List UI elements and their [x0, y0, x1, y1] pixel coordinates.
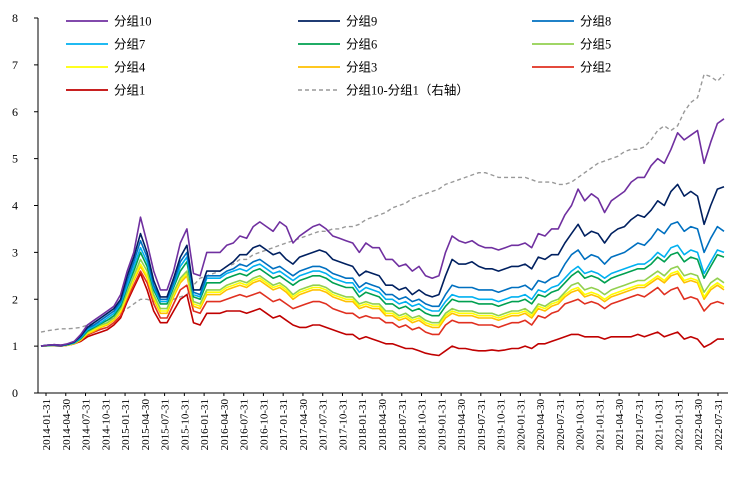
series-line-1 [40, 118, 725, 347]
x-tick-label: 2017-07-31 [318, 399, 330, 450]
y-tick-label: 6 [12, 105, 18, 119]
y-tick-label: 4 [12, 199, 18, 213]
series-line-10 [40, 272, 724, 357]
legend-label-3: 分组8 [580, 15, 611, 29]
x-tick-label: 2018-04-30 [377, 399, 389, 451]
legend-label-9: 分组2 [580, 61, 611, 75]
series-line-3 [40, 221, 725, 347]
x-tick-label: 2017-04-30 [298, 399, 310, 451]
x-tick-label: 2019-07-31 [476, 399, 488, 450]
legend-label-4: 分组7 [114, 38, 145, 52]
y-tick-label: 5 [12, 152, 18, 166]
x-tick-label: 2019-10-31 [496, 399, 508, 450]
y-tick-label: 7 [12, 58, 18, 72]
y-tick-label: 8 [12, 11, 18, 25]
series-line-6 [40, 258, 725, 347]
x-tick-label: 2018-10-31 [417, 399, 429, 450]
x-tick-label: 2018-01-31 [357, 399, 369, 450]
x-tick-label: 2014-10-31 [100, 399, 112, 450]
y-tick-label: 2 [12, 292, 18, 306]
x-tick-label: 2015-04-30 [140, 399, 152, 451]
x-tick-label: 2017-01-31 [278, 399, 290, 450]
x-tick-label: 2019-01-31 [436, 399, 448, 450]
legend-label-2: 分组9 [346, 15, 377, 29]
x-tick-label: 2021-10-31 [654, 399, 666, 450]
x-tick-label: 2015-07-31 [160, 399, 172, 450]
series-line-9 [40, 270, 725, 347]
x-tick-label: 2015-01-31 [120, 399, 132, 450]
legend-label-1: 分组10 [114, 15, 152, 29]
series-line-7 [40, 263, 725, 347]
legend-label-5: 分组6 [346, 38, 377, 52]
x-tick-label: 2016-04-30 [219, 399, 231, 451]
x-tick-label: 2020-01-31 [515, 399, 527, 450]
series-line-5 [40, 251, 725, 347]
legend-label-8: 分组3 [346, 61, 377, 75]
x-tick-label: 2020-10-31 [575, 399, 587, 450]
axis-layer: 0 1 2 3 4 5 6 7 8 2014-01-31 2014-04-30 2014-07-31 2… [12, 11, 728, 450]
y-tick-label: 3 [12, 245, 18, 259]
series-line-8 [40, 265, 725, 347]
x-tick-label: 2022-07-31 [713, 399, 725, 450]
legend-label-7: 分组4 [114, 61, 146, 75]
y-tick-label: 0 [12, 386, 18, 400]
x-tick-label: 2019-04-30 [456, 399, 468, 451]
x-tick-label: 2021-04-30 [614, 399, 626, 451]
x-tick-label: 2014-07-31 [81, 399, 93, 450]
legend-label-11: 分组10-分组1（右轴） [346, 83, 469, 98]
series-line-2 [40, 183, 725, 347]
x-tick-label: 2015-10-31 [179, 399, 191, 450]
x-tick-label: 2014-04-30 [61, 399, 73, 451]
x-tick-label: 2021-07-31 [634, 399, 646, 450]
x-tick-label: 2021-01-31 [594, 399, 606, 450]
series-line-4 [40, 244, 725, 347]
x-tick-label: 2020-04-30 [535, 399, 547, 451]
x-tick-label: 2022-04-30 [693, 399, 705, 451]
legend: 分组10 分组9 分组8 分组7 分组6 分组5 分组4 分组3 分组2 分组1 分组10-分组1（… [66, 15, 611, 98]
x-tick-label: 2014-01-31 [41, 399, 53, 450]
legend-label-10: 分组1 [114, 84, 145, 98]
y-tick-label: 1 [12, 339, 18, 353]
x-tick-label: 2022-01-31 [673, 399, 685, 450]
x-tick-label: 2018-07-31 [397, 399, 409, 450]
series-layer [40, 73, 725, 357]
x-tick-label: 2016-07-31 [239, 399, 251, 450]
x-tick-label: 2016-01-31 [199, 399, 211, 450]
x-tick-label: 2020-07-31 [555, 399, 567, 450]
x-tick-label: 2017-10-31 [337, 399, 349, 450]
x-tick-label: 2016-10-31 [258, 399, 270, 450]
legend-label-6: 分组5 [580, 38, 611, 52]
